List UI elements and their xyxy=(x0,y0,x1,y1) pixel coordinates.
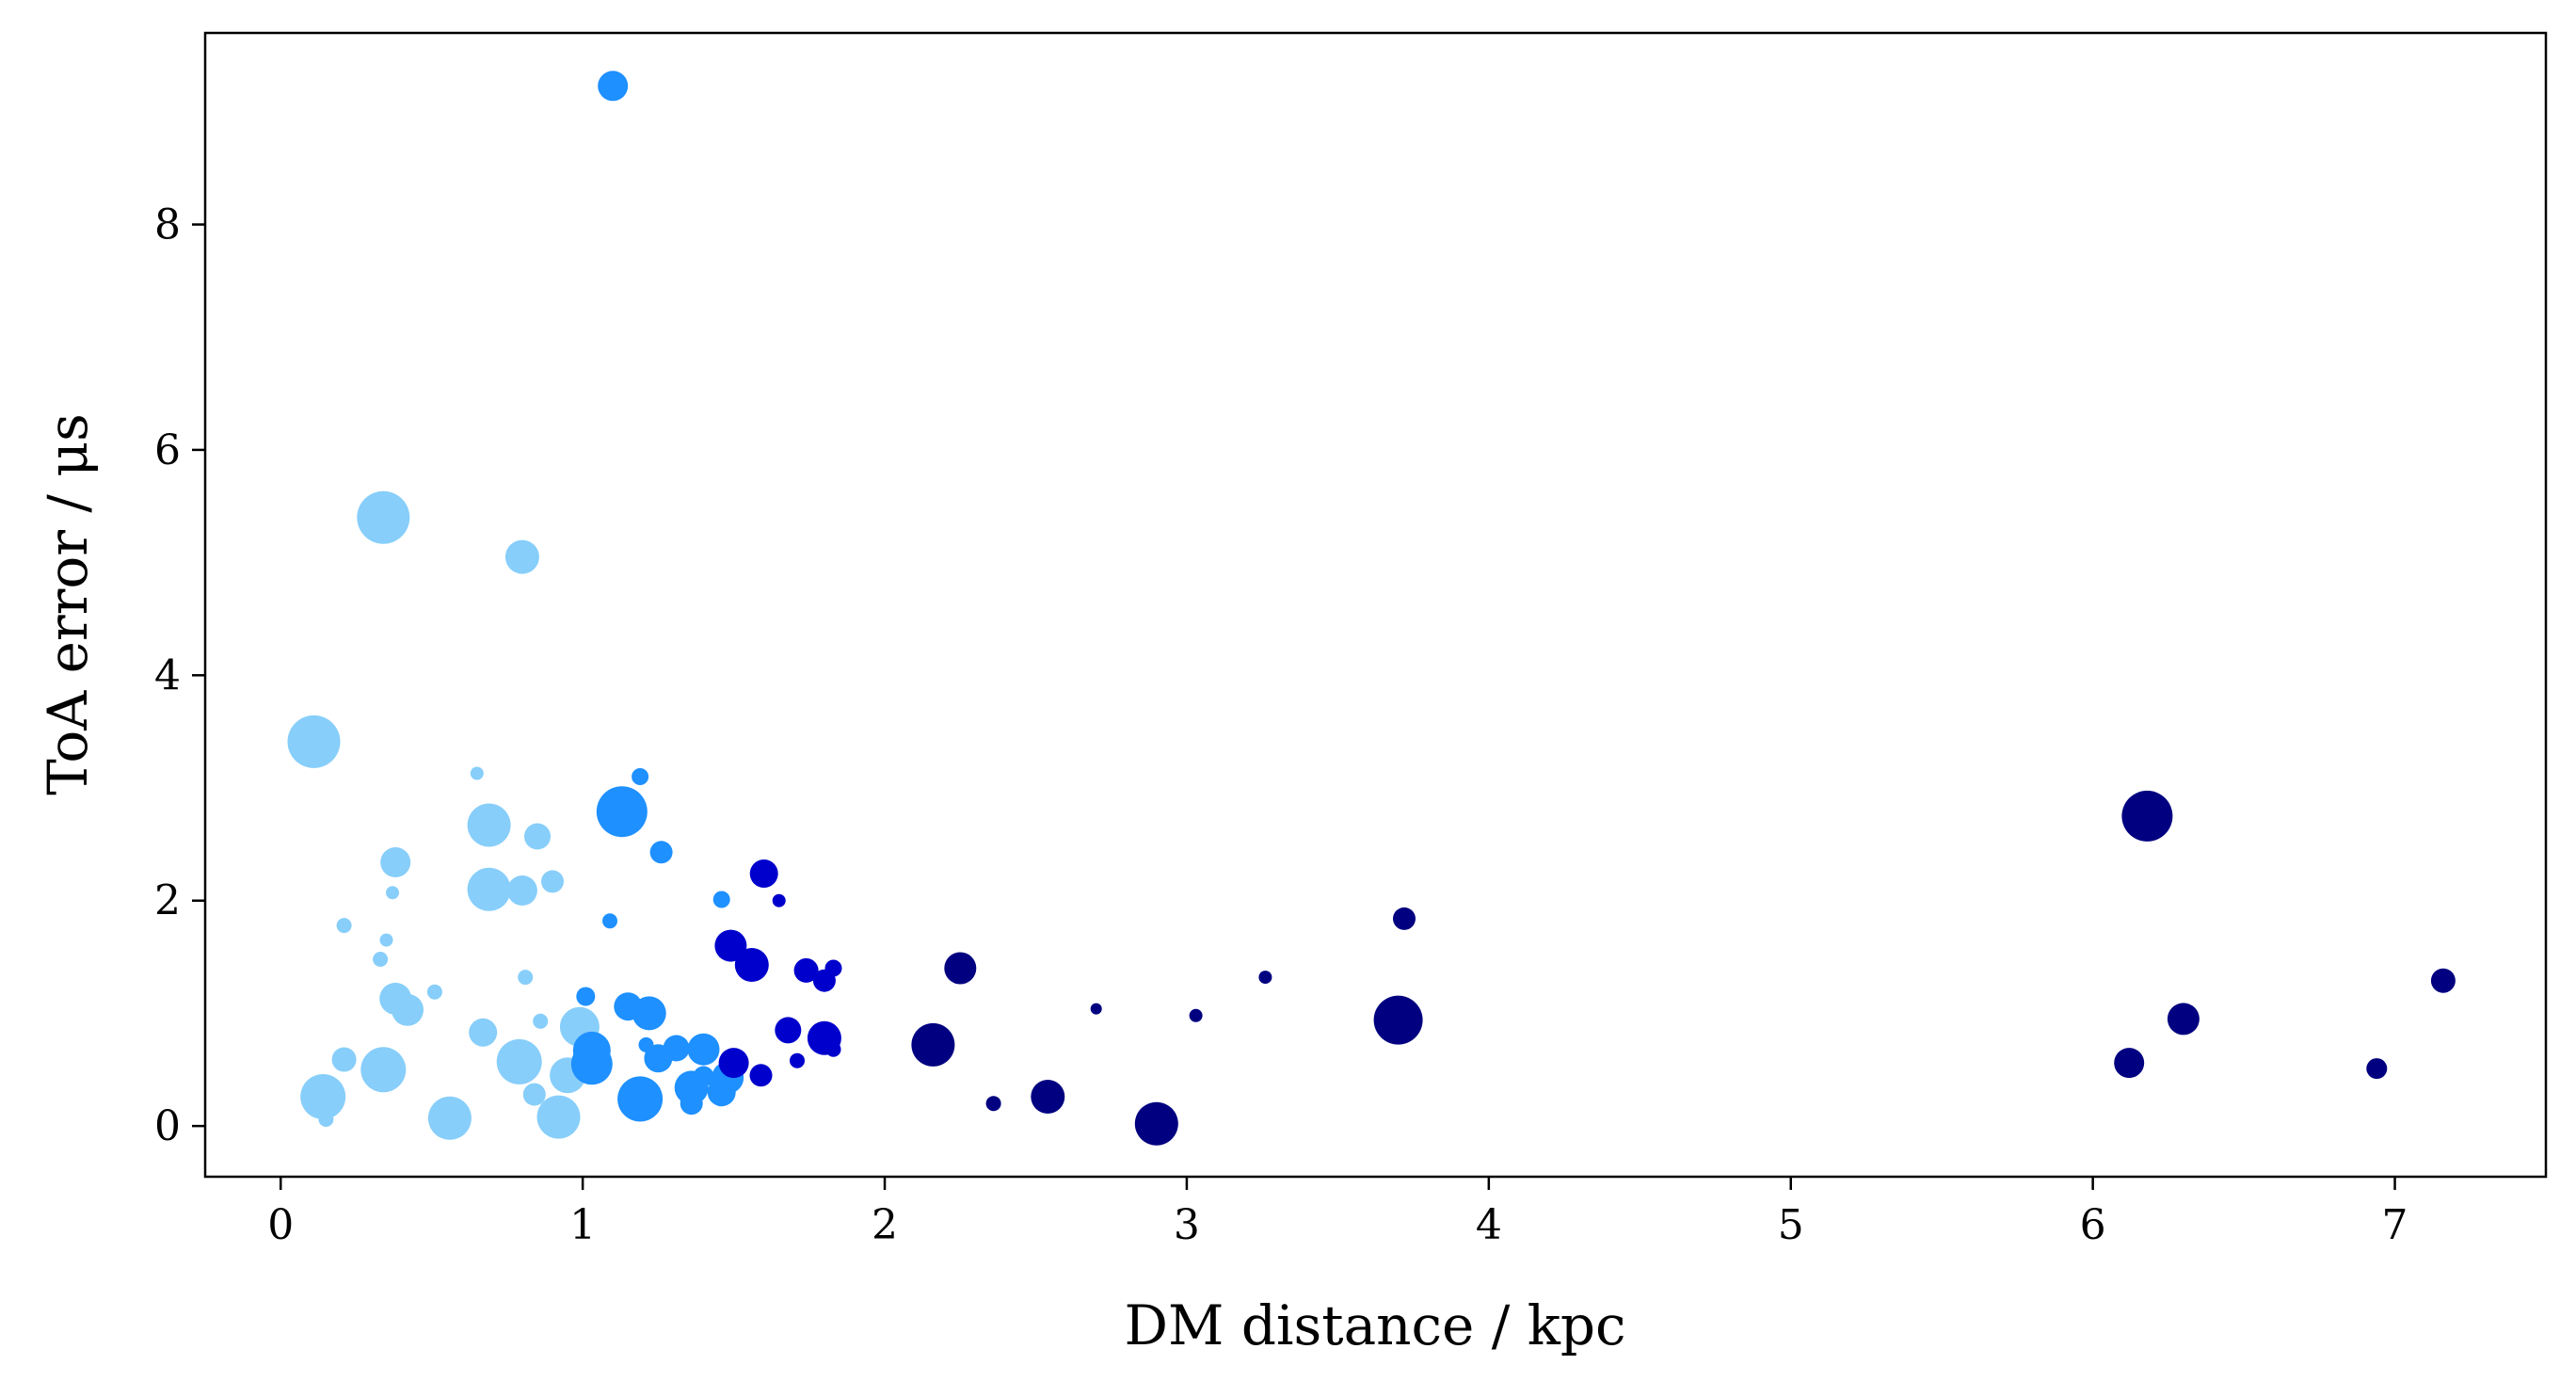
x-tick-label: 1 xyxy=(569,1201,596,1249)
data-point xyxy=(467,867,511,911)
data-point xyxy=(360,1047,407,1093)
data-point xyxy=(598,71,629,102)
data-point xyxy=(596,786,648,838)
data-point xyxy=(379,933,393,947)
data-point xyxy=(793,957,819,983)
data-point xyxy=(2121,790,2173,842)
data-point xyxy=(300,1074,346,1119)
data-point xyxy=(522,1083,546,1106)
data-point xyxy=(602,913,617,929)
data-point xyxy=(712,891,730,908)
data-point xyxy=(287,715,341,768)
data-point xyxy=(680,1092,703,1116)
data-point xyxy=(775,1017,802,1044)
data-point xyxy=(1031,1080,1065,1114)
data-point xyxy=(467,803,511,847)
data-point xyxy=(504,539,539,574)
data-point xyxy=(506,875,537,906)
data-point xyxy=(790,1052,805,1068)
data-point xyxy=(632,996,666,1031)
data-point xyxy=(644,1044,673,1073)
data-point xyxy=(533,1013,549,1029)
data-point xyxy=(718,1048,749,1079)
data-point xyxy=(373,952,389,967)
y-tick-label: 2 xyxy=(154,877,181,925)
data-point xyxy=(318,1112,334,1127)
data-point xyxy=(2430,968,2456,993)
data-point xyxy=(1393,907,1416,930)
data-point xyxy=(2366,1058,2388,1080)
data-point xyxy=(707,1078,736,1107)
data-point xyxy=(518,970,534,986)
x-axis-ticks: 0 1 2 3 4 5 6 7 xyxy=(267,1177,2408,1249)
axes-frame xyxy=(203,31,2548,1179)
data-point xyxy=(812,969,836,992)
x-tick-label: 4 xyxy=(1476,1201,1502,1249)
data-point xyxy=(772,893,786,907)
data-point xyxy=(985,1096,1001,1112)
data-point xyxy=(2167,1003,2200,1036)
x-tick-label: 6 xyxy=(2080,1201,2106,1249)
x-tick-label: 7 xyxy=(2382,1201,2408,1249)
data-point xyxy=(470,766,484,780)
data-point xyxy=(911,1022,955,1067)
x-axis-label: DM distance / kpc xyxy=(1125,1293,1626,1357)
data-point xyxy=(380,847,411,877)
data-point xyxy=(687,1033,720,1066)
data-point xyxy=(649,841,673,864)
data-point xyxy=(1189,1008,1203,1022)
data-point xyxy=(1090,1003,1102,1015)
data-point xyxy=(496,1038,542,1084)
y-tick-label: 6 xyxy=(154,426,181,474)
data-point xyxy=(2114,1048,2145,1079)
data-point xyxy=(576,987,596,1006)
data-point xyxy=(541,870,564,893)
data-point xyxy=(386,886,399,900)
x-tick-label: 3 xyxy=(1174,1201,1200,1249)
data-point xyxy=(617,1076,664,1122)
x-tick-label: 2 xyxy=(872,1201,898,1249)
data-point xyxy=(524,823,551,850)
x-tick-label: 5 xyxy=(1778,1201,1804,1249)
y-tick-label: 8 xyxy=(154,201,181,249)
y-tick-label: 4 xyxy=(154,651,181,699)
data-point xyxy=(331,1047,357,1072)
data-point xyxy=(1373,995,1423,1045)
data-point xyxy=(632,768,649,785)
y-axis-label: ToA error / μs xyxy=(36,413,100,795)
data-point xyxy=(426,984,442,1000)
data-points xyxy=(287,71,2456,1146)
data-point xyxy=(469,1018,498,1047)
data-point xyxy=(357,490,410,544)
data-point xyxy=(944,952,977,985)
data-point xyxy=(749,1064,773,1087)
y-axis-ticks: 0 2 4 6 8 xyxy=(154,201,205,1150)
data-point xyxy=(714,929,747,962)
data-point xyxy=(1258,971,1272,985)
data-point xyxy=(734,948,769,982)
y-tick-label: 0 xyxy=(154,1102,181,1150)
data-point xyxy=(336,918,352,934)
data-point xyxy=(825,1041,841,1057)
data-point xyxy=(392,993,424,1026)
data-point xyxy=(749,859,778,888)
data-point xyxy=(570,1043,613,1085)
data-point xyxy=(427,1096,472,1140)
data-point xyxy=(1134,1101,1178,1146)
x-tick-label: 0 xyxy=(267,1201,294,1249)
data-point xyxy=(536,1095,581,1139)
